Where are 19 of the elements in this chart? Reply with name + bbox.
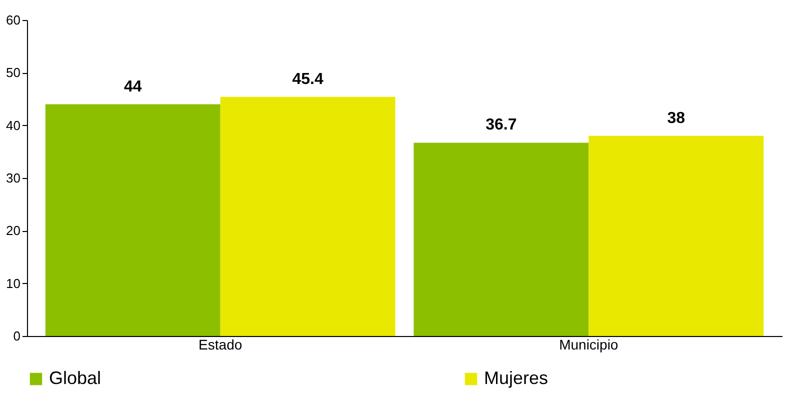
y-tick-label: 10 bbox=[6, 276, 20, 291]
x-tick-label: Municipio bbox=[559, 336, 618, 352]
y-tick-label: 60 bbox=[6, 12, 20, 28]
y-tick-label: 30 bbox=[6, 170, 20, 186]
bar bbox=[220, 96, 396, 336]
data-label: 44 bbox=[124, 78, 142, 96]
y-tick-label: 0 bbox=[13, 328, 20, 344]
x-tick-label: Estado bbox=[198, 336, 242, 352]
data-label: 36.7 bbox=[486, 116, 517, 134]
y-tick-label: 50 bbox=[6, 65, 20, 80]
bar bbox=[588, 136, 764, 336]
y-tick-label: 20 bbox=[6, 223, 20, 238]
bar bbox=[45, 104, 220, 336]
data-label: 45.4 bbox=[292, 70, 324, 88]
legend-label: Global bbox=[49, 368, 102, 388]
bar bbox=[414, 142, 589, 336]
legend-label: Mujeres bbox=[484, 368, 548, 388]
data-label: 38 bbox=[667, 110, 686, 127]
y-tick-label: 40 bbox=[6, 118, 20, 133]
